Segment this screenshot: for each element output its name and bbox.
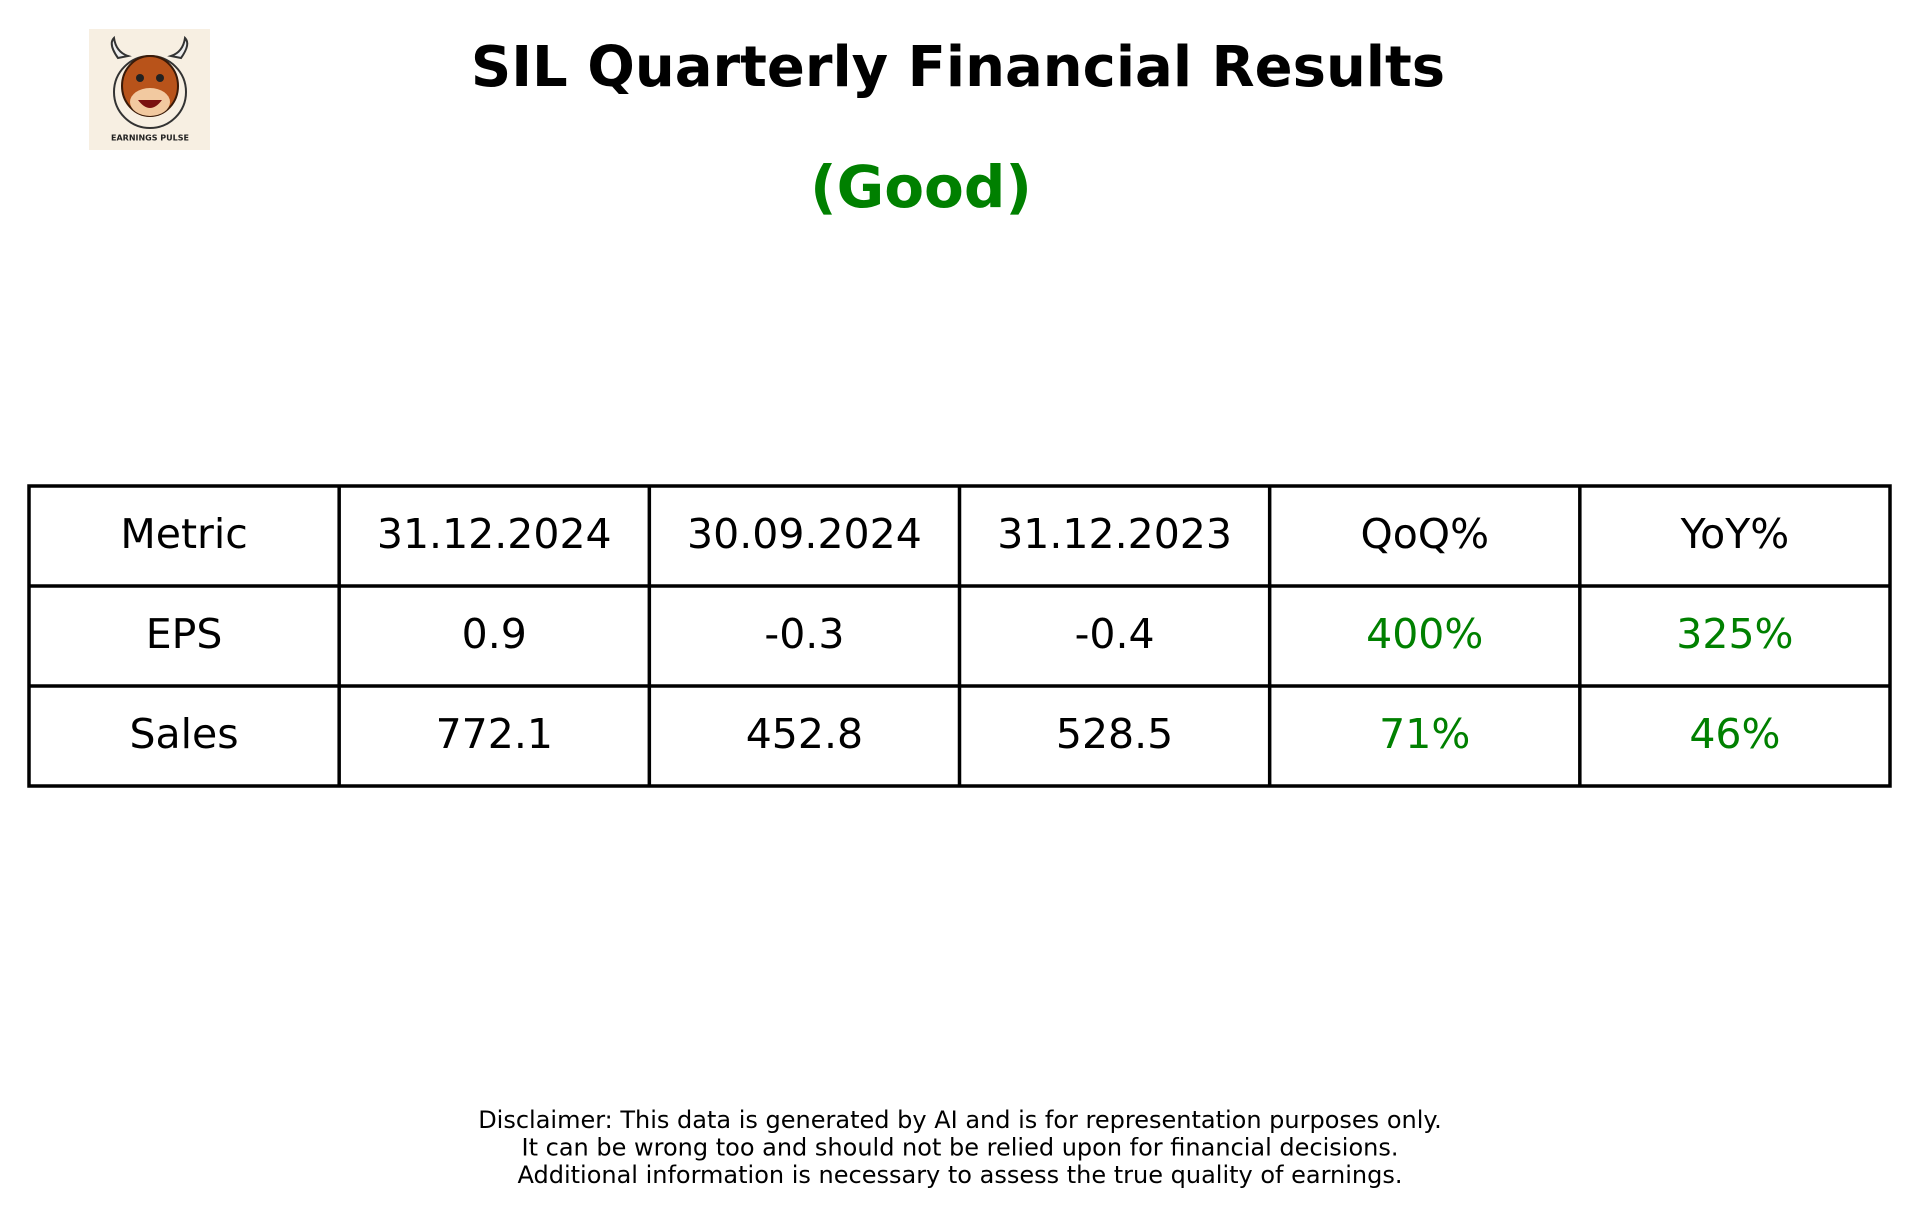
title: SIL Quarterly Financial Results xyxy=(471,35,1445,100)
column-header: 31.12.2023 xyxy=(997,510,1232,558)
column-header: QoQ% xyxy=(1360,510,1489,558)
disclaimer-line: Disclaimer: This data is generated by AI… xyxy=(478,1106,1442,1134)
column-header: YoY% xyxy=(1680,510,1790,558)
table-cell: EPS xyxy=(146,610,223,658)
table-cell: 528.5 xyxy=(1056,710,1173,758)
table-cell: 452.8 xyxy=(746,710,863,758)
table-cell: 0.9 xyxy=(462,610,527,658)
table-cell: -0.3 xyxy=(764,610,844,658)
logo-mouth xyxy=(138,100,162,108)
table-cell: 46% xyxy=(1689,710,1780,758)
logo-horn xyxy=(110,35,132,60)
logo-horn xyxy=(167,35,189,60)
logo-text: EARNINGS PULSE xyxy=(111,134,189,143)
column-header: Metric xyxy=(120,510,247,558)
table-cell: -0.4 xyxy=(1075,610,1155,658)
rating: (Good) xyxy=(810,153,1032,221)
disclaimer: Disclaimer: This data is generated by AI… xyxy=(478,1106,1442,1189)
disclaimer-line: Additional information is necessary to a… xyxy=(517,1161,1402,1189)
disclaimer-line: It can be wrong too and should not be re… xyxy=(522,1134,1399,1162)
table: Metric 31.12.2024 30.09.2024 31.12.2023 QoQ%… xyxy=(27,484,1892,788)
table-cell: 772.1 xyxy=(436,710,553,758)
table-cell: 71% xyxy=(1379,710,1470,758)
table-cell: 325% xyxy=(1676,610,1793,658)
logo-eye xyxy=(156,74,164,82)
column-header: 30.09.2024 xyxy=(687,510,922,558)
table-cell: 400% xyxy=(1366,610,1483,658)
logo: EARNINGS PULSE xyxy=(89,29,210,150)
column-header: 31.12.2024 xyxy=(377,510,612,558)
table-cell: Sales xyxy=(130,710,239,758)
logo-eye xyxy=(136,74,144,82)
